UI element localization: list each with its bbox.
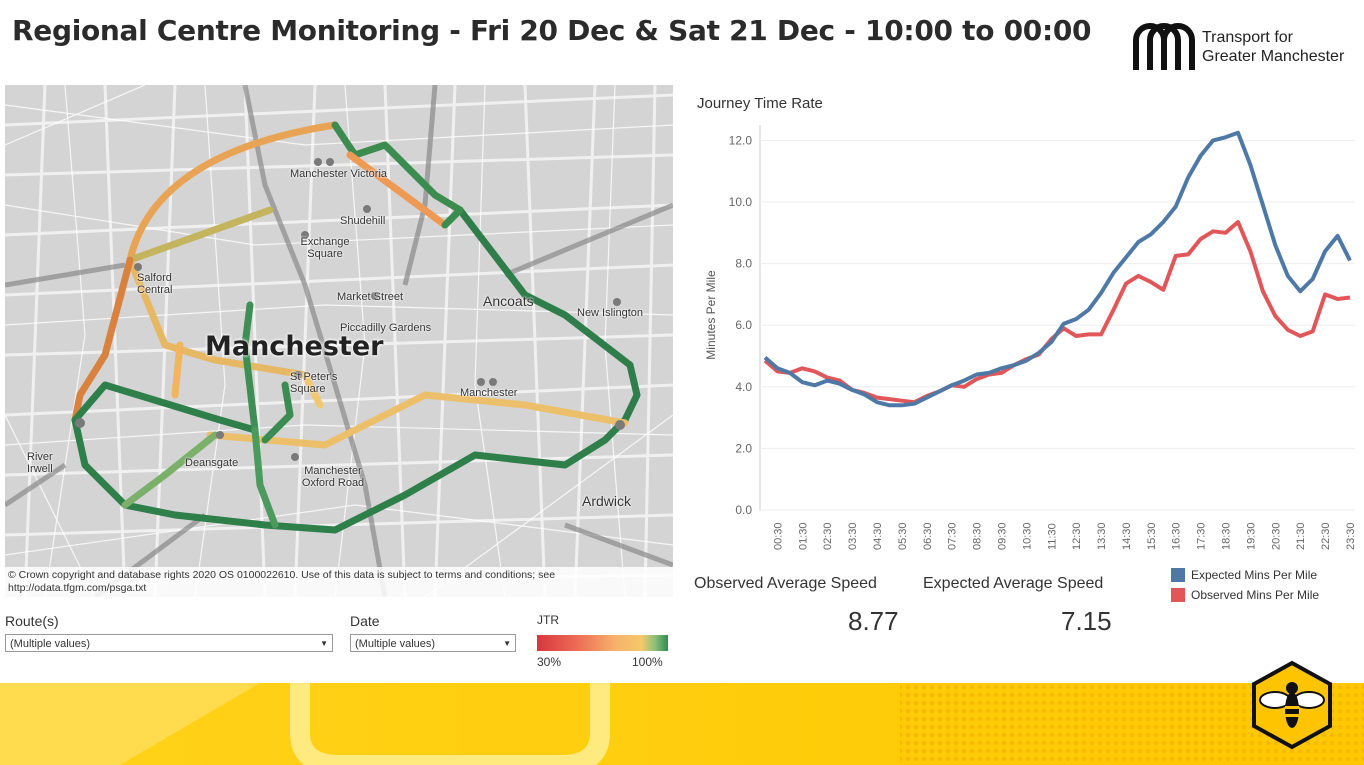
jtr-color-scale [537,635,668,651]
x-tick-label: 17:30 [1196,522,1208,550]
route-filter-label: Route(s) [5,613,59,629]
x-tick-label: 18:30 [1221,522,1233,550]
x-tick-label: 01:30 [797,522,809,550]
logo-line-2: Greater Manchester [1202,48,1345,65]
x-tick-label: 05:30 [897,522,909,550]
place-market-street: Market Street [337,291,404,303]
copyright-line-1: © Crown copyright and database rights 20… [8,569,556,581]
y-axis-label: Minutes Per Mile [704,270,718,360]
chevron-down-icon: ▼ [320,639,328,648]
legend-swatch-expected [1171,568,1185,582]
x-tick-label: 08:30 [972,522,984,550]
chart-canvas[interactable]: Minutes Per Mile 0.0 2.0 4.0 6.0 8.0 10.0 12.0… [695,115,1360,560]
observed-speed-label: Observed Average Speed [694,575,877,592]
x-tick-label: 12:30 [1071,522,1083,550]
series-line-observed[interactable] [763,220,1351,405]
x-tick-label: 11:30 [1046,523,1058,550]
y-tick-label: 10.0 [729,195,753,209]
x-tick-label: 03:30 [847,522,859,550]
x-tick-label: 16:30 [1171,522,1183,550]
date-filter-dropdown[interactable]: (Multiple values) ▼ [350,634,516,652]
x-tick-label: 23:30 [1345,522,1357,550]
bee-icon [1252,660,1332,750]
route-map[interactable]: Manchester Victoria Shudehill Exchange S… [5,85,673,597]
legend-label-observed: Observed Mins Per Mile [1191,588,1320,602]
x-tick-label: 19:30 [1245,522,1257,550]
place-ardwick: Ardwick [582,493,632,509]
x-tick-label: 00:30 [772,522,784,550]
expected-speed-label: Expected Average Speed [923,575,1104,592]
x-tick-label: 14:30 [1121,522,1133,550]
y-tick-label: 2.0 [735,441,752,455]
y-tick-label: 6.0 [735,318,752,332]
legend-label-expected: Expected Mins Per Mile [1191,568,1318,582]
y-tick-label: 12.0 [729,133,753,147]
x-tick-label: 15:30 [1146,522,1158,550]
date-filter-label: Date [350,613,380,629]
series-line-expected[interactable] [763,130,1352,408]
jtr-max-label: 100% [632,655,663,669]
place-salford-central: Salford Central [137,272,173,296]
copyright-line-2[interactable]: http://odata.tfgm.com/psga.txt [8,582,147,594]
legend-swatch-observed [1171,588,1185,602]
place-new-islington: New Islington [577,307,644,319]
logo-text: Transport for Greater Manchester [1202,28,1344,66]
x-tick-label: 09:30 [996,522,1008,550]
x-tick-label: 20:30 [1270,522,1282,550]
place-shudehill: Shudehill [340,215,386,227]
expected-speed-value: 7.15 [1061,606,1112,636]
route-filter-value: (Multiple values) [10,638,91,650]
x-tick-label: 04:30 [872,522,884,550]
place-manchester-piccadilly: Manchester [460,387,518,399]
y-tick-label: 8.0 [735,257,752,271]
place-oxford-road: Manchester Oxford Road [301,465,365,489]
place-ancoats: Ancoats [483,293,534,309]
tfgm-logo: Transport for Greater Manchester [1132,18,1357,74]
page-title: Regional Centre Monitoring - Fri 20 Dec … [12,14,1092,47]
footer-banner [0,683,1364,765]
x-tick-label: 10:30 [1021,522,1033,550]
place-piccadilly-gardens: Piccadilly Gardens [340,322,432,334]
x-tick-label: 13:30 [1096,522,1108,550]
tfgm-m-icon [1133,23,1195,70]
map-city-label: Manchester [205,331,384,362]
map-copyright: © Crown copyright and database rights 20… [5,567,673,597]
jtr-legend-title: JTR [537,613,559,627]
place-exchange-square: Exchange Square [300,236,350,260]
chart-title: Journey Time Rate [697,95,823,112]
place-st-peters-square: St Peter's Square [290,371,338,395]
jtr-min-label: 30% [537,655,562,669]
observed-speed-value: 8.77 [848,606,899,636]
logo-line-1: Transport for [1202,29,1293,46]
x-tick-label: 07:30 [947,522,959,550]
y-tick-label: 4.0 [735,380,752,394]
legend-item-observed[interactable]: Observed Mins Per Mile [1171,585,1319,605]
legend-item-expected[interactable]: Expected Mins Per Mile [1171,565,1319,585]
x-tick-label: 06:30 [922,522,934,550]
route-filter-dropdown[interactable]: (Multiple values) ▼ [5,634,333,652]
chevron-down-icon: ▼ [503,639,511,648]
y-tick-label: 0.0 [735,503,752,517]
date-filter-value: (Multiple values) [355,638,436,650]
chart-legend: Expected Mins Per Mile Observed Mins Per… [1171,565,1319,605]
bee-logo [1247,660,1337,755]
x-tick-label: 02:30 [822,522,834,550]
place-deansgate: Deansgate [185,457,239,469]
journey-time-chart[interactable]: Minutes Per Mile 0.0 2.0 4.0 6.0 8.0 10.0 12.0… [695,115,1360,565]
place-victoria: Manchester Victoria [290,168,388,180]
x-tick-label: 22:30 [1320,522,1332,550]
place-river-irwell: River Irwell [27,451,53,475]
x-tick-label: 21:30 [1295,522,1307,550]
